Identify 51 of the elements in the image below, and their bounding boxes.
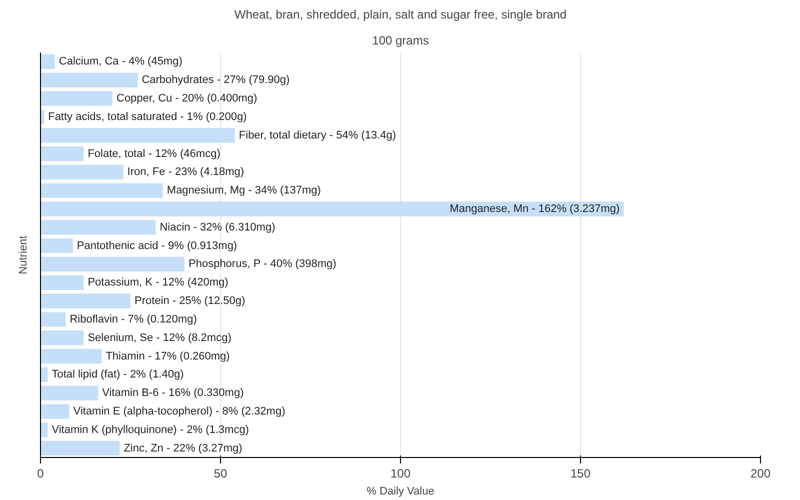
bar [40, 72, 138, 88]
x-tick-label: 0 [37, 466, 44, 480]
y-tick-label: Phosphorus, P - 40% (398mg) [188, 258, 336, 270]
y-tick-label: Zinc, Zn - 22% (3.27mg) [124, 442, 242, 454]
bar [40, 91, 112, 106]
bar [40, 294, 130, 308]
bar [40, 128, 235, 143]
y-tick-label: Folate, total - 12% (46mcg) [88, 148, 220, 160]
bar [40, 54, 55, 70]
x-tick-label: 150 [570, 466, 591, 480]
bar [40, 220, 156, 235]
y-tick-label: Protein - 25% (12.50g) [134, 295, 246, 308]
bar [40, 238, 73, 254]
bar [40, 183, 163, 198]
y-tick-label: Vitamin E (alpha-tocopherol) - 8% (2.32mg) [73, 405, 286, 418]
y-tick-label: Selenium, Se - 12% (8.2mcg) [88, 332, 232, 344]
y-tick-label: Fatty acids, total saturated - 1% (0.200g) [48, 110, 247, 123]
bar [40, 404, 70, 419]
y-tick-label: Potassium, K - 12% (420mg) [88, 276, 228, 289]
x-tick-label: 200 [750, 466, 771, 480]
y-tick-label: Niacin - 32% (6.310mg) [160, 221, 276, 234]
chart-title: Wheat, bran, shredded, plain, salt and sugar free, single brand [234, 8, 567, 22]
y-tick-label: Copper, Cu - 20% (0.400mg) [116, 92, 258, 105]
y-tick-label: Fiber, total dietary - 54% (13.4g) [238, 129, 396, 142]
y-tick-label: Manganese, Mn - 162% (3.237mg) [450, 202, 620, 215]
y-tick-label: Vitamin K (phylloquinone) - 2% (1.3mcg) [52, 424, 249, 436]
chart-subtitle: 100 grams [372, 34, 429, 48]
bar [40, 256, 184, 272]
y-tick-label: Riboflavin - 7% (0.120mg) [70, 313, 197, 326]
y-tick-label: Iron, Fe - 23% (4.18mg) [127, 166, 244, 178]
bar [40, 422, 48, 438]
bar [40, 312, 66, 327]
bar [40, 275, 84, 290]
y-tick-label: Thiamin - 17% (0.260mg) [106, 350, 230, 362]
bar [40, 386, 98, 400]
bar [40, 202, 624, 216]
bar [40, 146, 84, 162]
y-axis-title: Nutrient [18, 236, 30, 274]
x-tick-label: 50 [214, 466, 228, 480]
bar [40, 330, 84, 346]
bar [40, 348, 102, 364]
bar [40, 440, 120, 456]
y-tick-label: Total lipid (fat) - 2% (1.40g) [52, 368, 184, 381]
y-tick-label: Calcium, Ca - 4% (45mg) [58, 56, 182, 68]
x-tick-label: 100 [390, 466, 411, 480]
y-tick-label: Vitamin B-6 - 16% (0.330mg) [102, 387, 244, 400]
y-tick-label: Pantothenic acid - 9% (0.913mg) [76, 240, 238, 252]
bar [40, 164, 124, 180]
y-tick-label: Magnesium, Mg - 34% (137mg) [166, 184, 321, 197]
y-tick-label: Carbohydrates - 27% (79.90g) [142, 74, 290, 86]
x-axis-title: % Daily Value [366, 486, 434, 498]
